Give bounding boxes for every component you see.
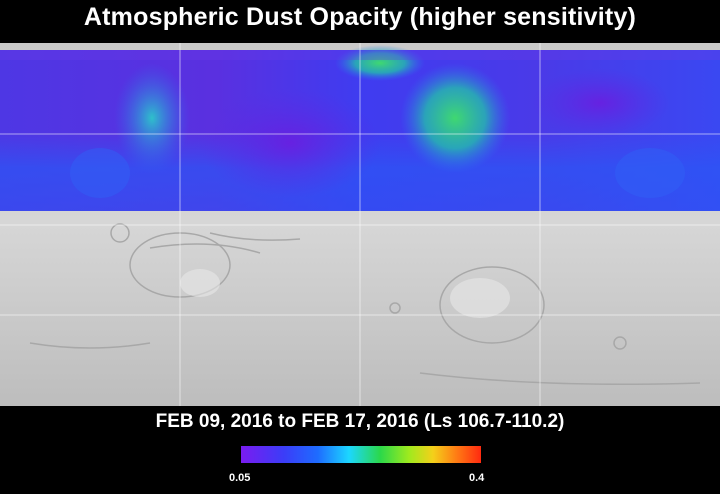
terrain-features bbox=[29, 223, 701, 385]
date-range-caption: FEB 09, 2016 to FEB 17, 2016 (Ls 106.7-1… bbox=[155, 411, 565, 432]
colorbar bbox=[241, 446, 481, 463]
colorbar-min-label: 0.05 bbox=[229, 472, 251, 484]
map-title: Atmospheric Dust Opacity (higher sensiti… bbox=[83, 3, 637, 31]
mars-dust-map bbox=[0, 43, 720, 406]
colorbar-max-label: 0.4 bbox=[469, 472, 485, 484]
lat-lon-grid bbox=[0, 43, 720, 406]
